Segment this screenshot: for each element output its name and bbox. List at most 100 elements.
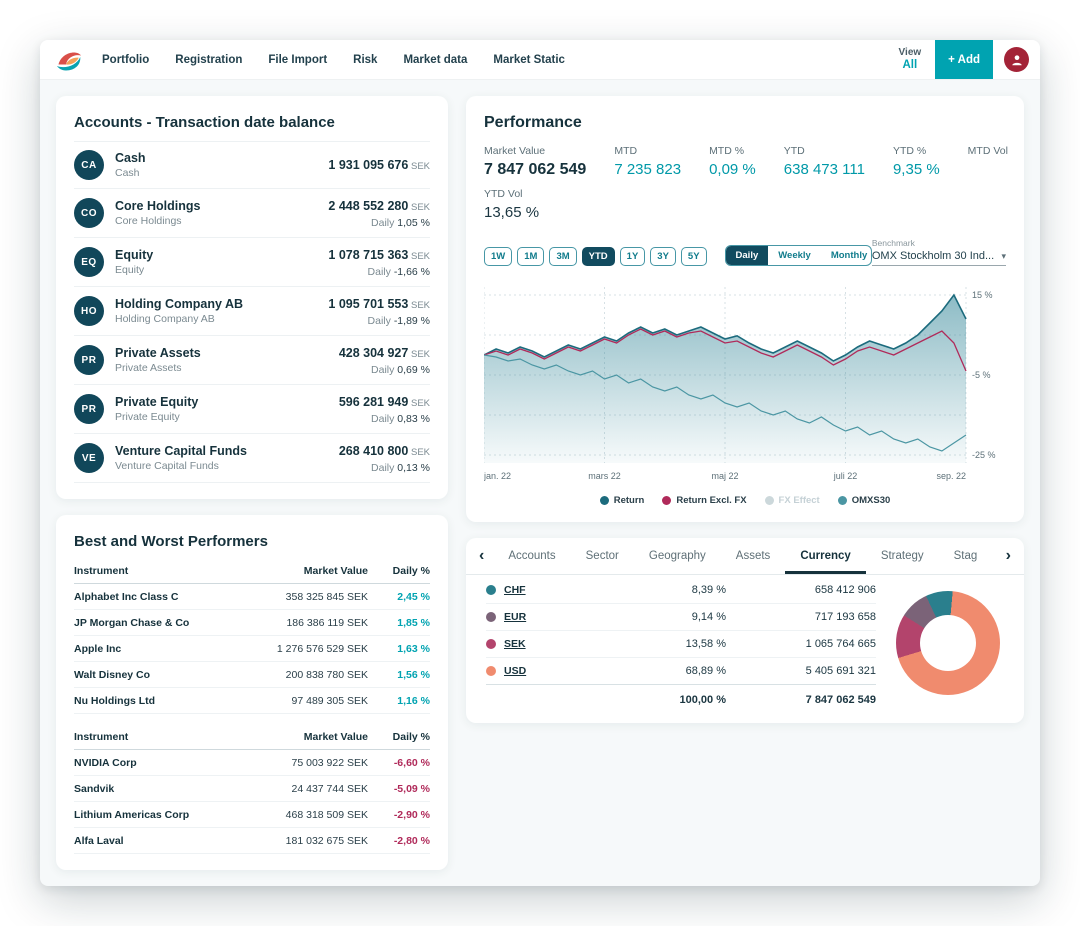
total-spacer	[486, 694, 631, 706]
svg-text:15 %: 15 %	[972, 290, 993, 300]
performer-row[interactable]: Alphabet Inc Class C 358 325 845 SEK 2,45 …	[74, 584, 430, 610]
performer-row[interactable]: Lithium Americas Corp 468 318 509 SEK -2,9…	[74, 802, 430, 828]
range-pills: 1W 1M 3M YTD 1Y 3Y 5Y	[484, 247, 707, 266]
account-row[interactable]: CO Core Holdings Core Holdings 2 448 552 28…	[74, 189, 430, 238]
benchmark-text: OMX Stockholm 30 Ind...	[871, 250, 995, 262]
currency-rows: CHF 8,39 % 658 412 906 EUR 9,14 % 717 193 658…	[486, 577, 876, 685]
app-window: Portfolio Registration File Import Risk Mark…	[40, 40, 1040, 886]
left-column: Accounts - Transaction date balance CA Ca…	[56, 96, 448, 870]
tab-geography[interactable]: Geography	[648, 550, 706, 562]
tab-strategy[interactable]: Strategy	[880, 550, 924, 562]
breakdown-tabs-bar: ‹ Accounts Sector Geography Assets Currency S…	[466, 538, 1024, 575]
benchmark-label: Benchmark	[871, 238, 915, 248]
range-3m[interactable]: 3M	[549, 247, 577, 266]
account-row[interactable]: CA Cash Cash 1 931 095 676 SEK	[74, 141, 430, 189]
stat-mtd-vol: MTD Vol	[967, 145, 1008, 157]
tab-stag[interactable]: Stag	[953, 550, 978, 562]
svg-text:sep. 22: sep. 22	[936, 471, 966, 481]
range-ytd[interactable]: YTD	[581, 247, 615, 266]
performers-card: Best and Worst Performers Instrument Mark…	[56, 515, 448, 870]
accounts-card: Accounts - Transaction date balance CA Ca…	[56, 96, 448, 499]
performers-title: Best and Worst Performers	[74, 533, 268, 550]
top-nav: Portfolio Registration File Import Risk Mark…	[40, 40, 1040, 80]
benchmark-select[interactable]: Benchmark OMX Stockholm 30 Ind... ▾	[871, 238, 1006, 266]
legend-return[interactable]: Return	[599, 495, 644, 506]
account-row[interactable]: PR Private Equity Private Equity 596 281 94…	[74, 385, 430, 434]
tab-currency[interactable]: Currency	[785, 538, 866, 574]
add-button[interactable]: + Add	[935, 40, 993, 79]
freq-monthly[interactable]: Monthly	[830, 250, 868, 261]
performance-chart: 15 % -5 % -25 % jan. 22 mars 22 maj 22 juli 22…	[484, 287, 996, 481]
total-value: 7 847 062 549	[805, 694, 876, 706]
account-row[interactable]: PR Private Assets Private Assets 428 304 92…	[74, 336, 430, 385]
legend-fx-effect[interactable]: FX Effect	[764, 495, 820, 506]
user-avatar[interactable]	[1004, 47, 1029, 72]
currency-link-usd[interactable]: USD	[504, 665, 527, 677]
range-1w[interactable]: 1W	[484, 247, 513, 266]
account-badge: PR	[74, 345, 104, 375]
frequency-toggle: Daily Weekly Monthly	[724, 245, 872, 266]
freq-weekly[interactable]: Weekly	[778, 250, 811, 261]
tab-assets[interactable]: Assets	[735, 550, 771, 562]
currency-link-sek[interactable]: SEK	[504, 638, 526, 650]
performer-row[interactable]: Apple Inc 1 276 576 529 SEK 1,63 %	[74, 636, 430, 662]
benchmark-value: OMX Stockholm 30 Ind... ▾	[871, 250, 1006, 266]
performer-row[interactable]: Nu Holdings Ltd 97 489 305 SEK 1,16 %	[74, 688, 430, 714]
nav-item-registration[interactable]: Registration	[175, 53, 243, 66]
nav-item-risk[interactable]: Risk	[353, 53, 378, 66]
stat-mtd: MTD 7 235 823	[614, 145, 682, 178]
nav-items: Portfolio Registration File Import Risk Mark…	[102, 54, 565, 66]
range-3y[interactable]: 3Y	[650, 247, 676, 266]
range-1y[interactable]: 1Y	[619, 247, 646, 266]
tab-accounts[interactable]: Accounts	[508, 550, 556, 562]
nav-item-market-static[interactable]: Market Static	[493, 53, 565, 66]
allocation-donut	[896, 591, 1000, 695]
breakdown-card: ‹ Accounts Sector Geography Assets Currency S…	[466, 538, 1024, 723]
logo-mark	[57, 52, 81, 70]
total-pct: 100,00 %	[679, 694, 726, 706]
chart-controls: 1W 1M 3M YTD 1Y 3Y 5Y Daily Weekly Monthly Bench…	[484, 238, 1006, 266]
currency-row: USD 68,89 % 5 405 691 321	[486, 658, 876, 685]
account-row[interactable]: VE Venture Capital Funds Venture Capital F…	[74, 434, 430, 483]
svg-text:juli 22: juli 22	[833, 471, 858, 481]
ytd-vol-label: YTD Vol	[484, 188, 523, 200]
currency-dot	[486, 612, 496, 622]
tab-sector[interactable]: Sector	[585, 550, 619, 562]
nav-right: View All + Add	[899, 40, 1040, 79]
view-all-toggle[interactable]: View All	[899, 47, 922, 73]
ytd-vol-value: 13,65 %	[484, 204, 540, 221]
currency-dot	[486, 666, 496, 676]
performance-card: Performance Market Value 7 847 062 549 MTD…	[466, 96, 1024, 522]
nav-item-file-import[interactable]: File Import	[268, 53, 328, 66]
performer-row[interactable]: Alfa Laval 181 032 675 SEK -2,80 %	[74, 828, 430, 854]
performer-row[interactable]: JP Morgan Chase & Co 186 386 119 SEK 1,85 …	[74, 610, 430, 636]
svg-text:maj 22: maj 22	[711, 471, 738, 481]
currency-dot	[486, 639, 496, 649]
currency-link-eur[interactable]: EUR	[504, 611, 527, 623]
legend-return-excl-fx[interactable]: Return Excl. FX	[662, 495, 747, 506]
performance-title: Performance	[484, 114, 582, 131]
nav-item-portfolio[interactable]: Portfolio	[102, 53, 150, 66]
stat-mtd-: MTD % 0,09 %	[709, 145, 756, 178]
app-logo	[54, 45, 84, 75]
account-row[interactable]: EQ Equity Equity 1 078 715 363 SEK Daily -1,…	[74, 238, 430, 287]
chart-legend: Return Return Excl. FX FX Effect OMXS30	[484, 495, 1006, 506]
currency-link-chf[interactable]: CHF	[504, 584, 526, 596]
performer-row[interactable]: NVIDIA Corp 75 003 922 SEK -6,60 %	[74, 750, 430, 776]
performer-row[interactable]: Walt Disney Co 200 838 780 SEK 1,56 %	[74, 662, 430, 688]
range-1m[interactable]: 1M	[517, 247, 545, 266]
currency-row: CHF 8,39 % 658 412 906	[486, 577, 876, 604]
stat-market-value: Market Value 7 847 062 549	[484, 145, 587, 178]
range-5y[interactable]: 5Y	[680, 247, 707, 266]
ytd-vol-block: YTD Vol 13,65 %	[484, 188, 1006, 221]
breakdown-body: CHF 8,39 % 658 412 906 EUR 9,14 % 717 193 658…	[466, 575, 1024, 723]
legend-omxs30[interactable]: OMXS30	[837, 495, 890, 506]
nav-item-market-data[interactable]: Market data	[403, 53, 468, 66]
account-row[interactable]: HO Holding Company AB Holding Company AB 1 …	[74, 287, 430, 336]
donut-hole	[920, 615, 976, 671]
tabs-scroll-right-icon[interactable]: ›	[1005, 547, 1011, 564]
tabs-scroll-left-icon[interactable]: ‹	[479, 547, 485, 564]
all-label: All	[902, 58, 918, 71]
freq-daily[interactable]: Daily	[725, 246, 769, 265]
performer-row[interactable]: Sandvik 24 437 744 SEK -5,09 %	[74, 776, 430, 802]
